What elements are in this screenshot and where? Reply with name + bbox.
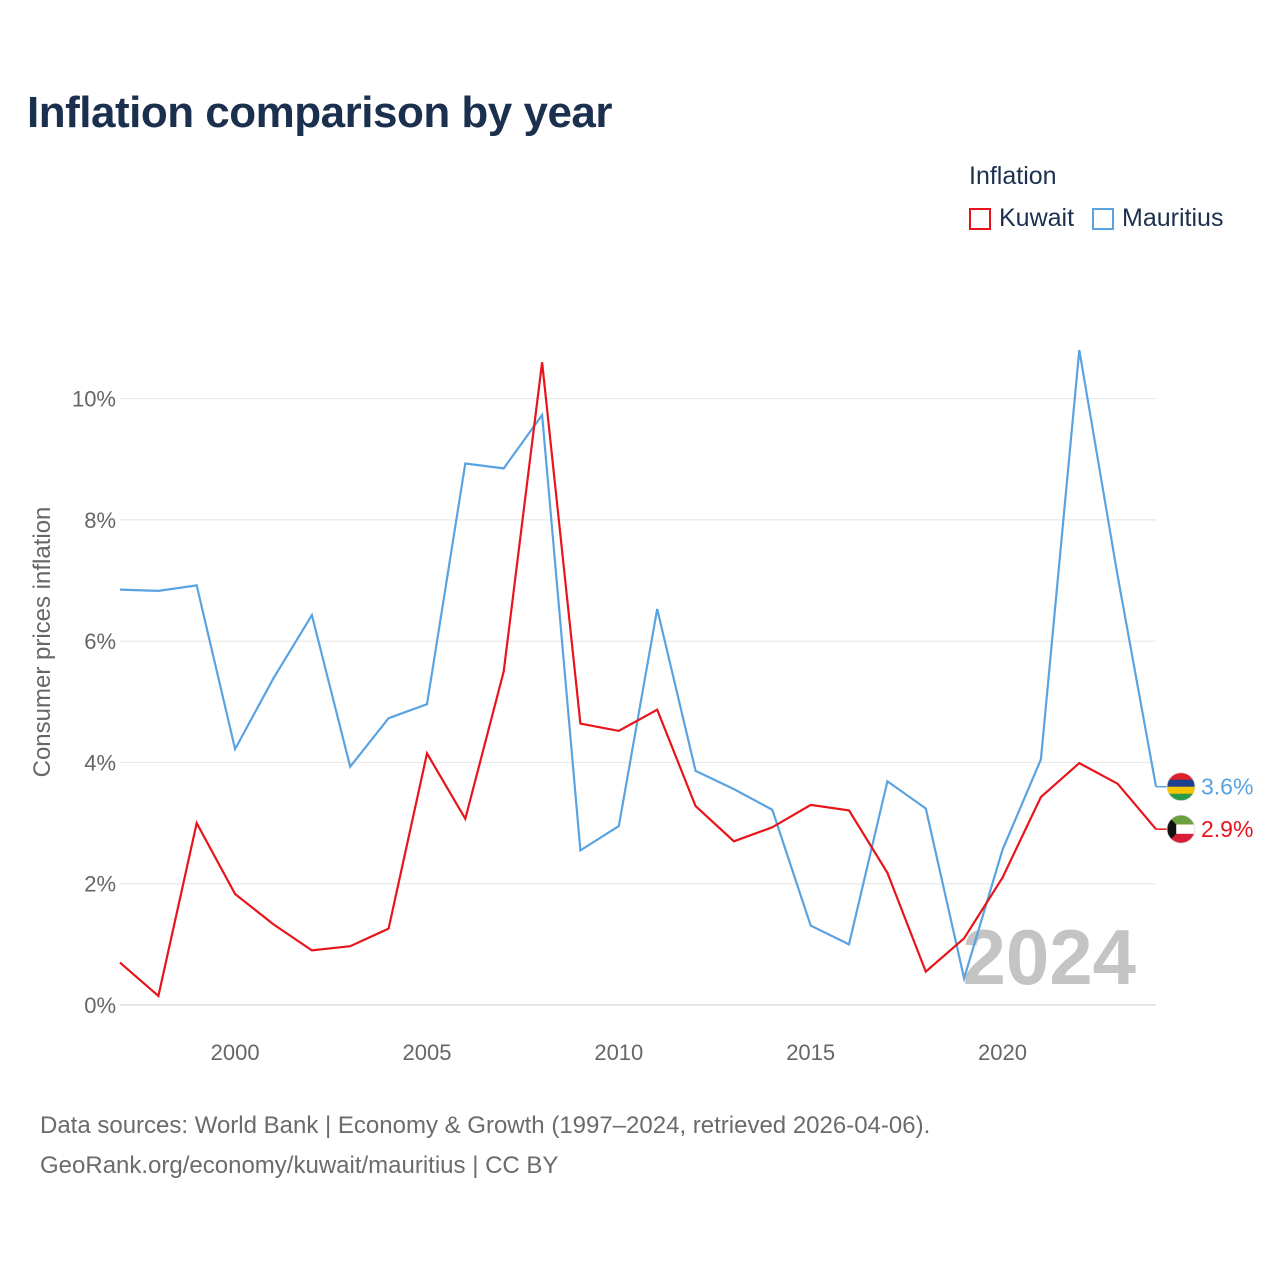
x-tick-label: 2005 bbox=[402, 1040, 451, 1065]
x-tick-label: 2010 bbox=[594, 1040, 643, 1065]
page-title: Inflation comparison by year bbox=[27, 88, 613, 137]
legend: Kuwait Mauritius bbox=[969, 204, 1241, 233]
line-chart: 0% 2% 4% 6% 8% 10% 2000 2005 2010 2015 2020 Consu… bbox=[29, 349, 1253, 1065]
legend-label-kuwait: Kuwait bbox=[999, 204, 1075, 232]
grid-lines bbox=[120, 398, 1156, 1006]
y-tick-labels: 0% 2% 4% 6% 8% 10% bbox=[72, 387, 116, 1018]
y-tick-label: 2% bbox=[84, 872, 116, 897]
legend-title: Inflation bbox=[969, 162, 1057, 190]
y-tick-label: 0% bbox=[84, 993, 116, 1018]
y-tick-label: 8% bbox=[84, 508, 116, 533]
y-tick-label: 4% bbox=[84, 750, 116, 775]
series-line-kuwait bbox=[119, 362, 1157, 998]
sources-line-1: Data sources: World Bank | Economy & Gro… bbox=[40, 1112, 931, 1139]
end-value-label-mauritius: 3.6% bbox=[1201, 774, 1253, 800]
x-tick-label: 2020 bbox=[978, 1040, 1027, 1065]
x-tick-label: 2015 bbox=[786, 1040, 835, 1065]
end-value-label-kuwait: 2.9% bbox=[1201, 816, 1253, 842]
kuwait-flag-icon bbox=[1167, 815, 1195, 844]
legend-swatch-kuwait bbox=[969, 207, 991, 230]
legend-swatch-mauritius bbox=[1092, 207, 1115, 230]
legend-item-kuwait[interactable]: Kuwait bbox=[969, 204, 1074, 233]
current-year-watermark: 2024 bbox=[962, 913, 1136, 1001]
x-tick-label: 2000 bbox=[211, 1040, 260, 1065]
y-axis-label: Consumer prices inflation bbox=[29, 507, 56, 778]
y-tick-label: 6% bbox=[84, 629, 116, 654]
series-line-mauritius bbox=[119, 349, 1158, 983]
end-markers: 2.9% 3.6% bbox=[1156, 772, 1253, 844]
x-tick-labels: 2000 2005 2010 2015 2020 bbox=[211, 1040, 1027, 1065]
data-sources: Data sources: World Bank | Economy & Gro… bbox=[40, 1106, 930, 1186]
legend-item-mauritius[interactable]: Mauritius bbox=[1092, 204, 1223, 233]
mauritius-flag-icon bbox=[1167, 772, 1195, 801]
y-tick-label: 10% bbox=[72, 387, 116, 412]
sources-line-2[interactable]: GeoRank.org/economy/kuwait/mauritius | C… bbox=[40, 1152, 559, 1179]
series-lines bbox=[119, 349, 1158, 998]
legend-label-mauritius: Mauritius bbox=[1122, 204, 1224, 232]
